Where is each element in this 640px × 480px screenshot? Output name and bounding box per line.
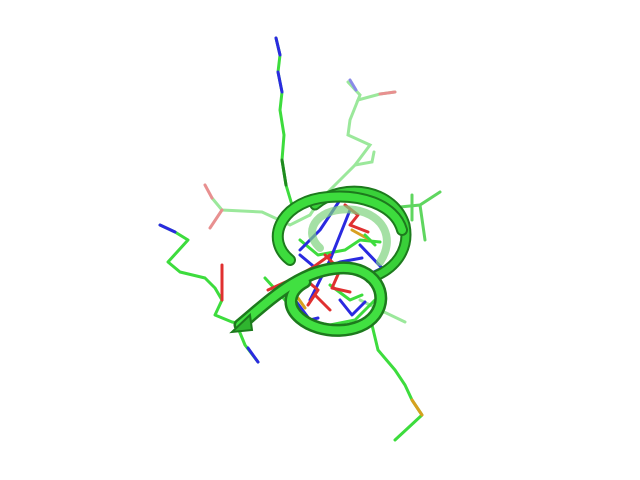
helix-ribbon [229, 185, 412, 337]
